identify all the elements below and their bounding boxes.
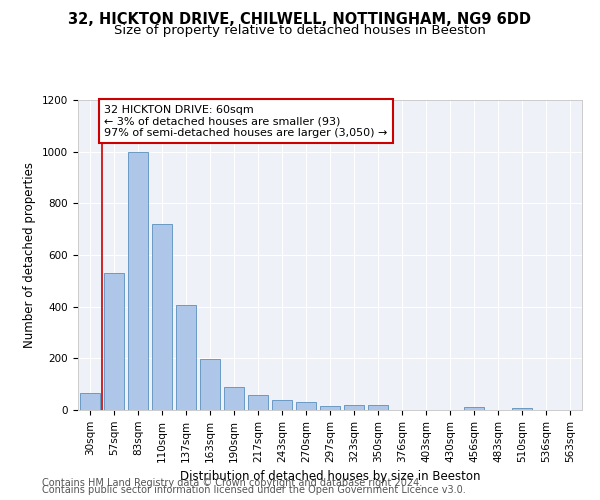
Text: Contains public sector information licensed under the Open Government Licence v3: Contains public sector information licen… bbox=[42, 485, 466, 495]
Bar bbox=[200, 359, 220, 410]
Bar bbox=[104, 273, 124, 410]
Bar bbox=[464, 408, 484, 410]
Bar bbox=[80, 393, 100, 410]
Bar bbox=[224, 388, 244, 410]
Bar bbox=[320, 406, 340, 410]
Text: 32 HICKTON DRIVE: 60sqm
← 3% of detached houses are smaller (93)
97% of semi-det: 32 HICKTON DRIVE: 60sqm ← 3% of detached… bbox=[104, 104, 388, 138]
Text: 32, HICKTON DRIVE, CHILWELL, NOTTINGHAM, NG9 6DD: 32, HICKTON DRIVE, CHILWELL, NOTTINGHAM,… bbox=[68, 12, 532, 28]
Bar bbox=[272, 400, 292, 410]
Bar bbox=[152, 224, 172, 410]
Bar bbox=[368, 406, 388, 410]
Bar bbox=[296, 402, 316, 410]
X-axis label: Distribution of detached houses by size in Beeston: Distribution of detached houses by size … bbox=[180, 470, 480, 483]
Text: Size of property relative to detached houses in Beeston: Size of property relative to detached ho… bbox=[114, 24, 486, 37]
Bar bbox=[344, 405, 364, 410]
Bar bbox=[128, 152, 148, 410]
Bar bbox=[512, 408, 532, 410]
Text: Contains HM Land Registry data © Crown copyright and database right 2024.: Contains HM Land Registry data © Crown c… bbox=[42, 478, 422, 488]
Y-axis label: Number of detached properties: Number of detached properties bbox=[23, 162, 37, 348]
Bar bbox=[176, 306, 196, 410]
Bar bbox=[248, 394, 268, 410]
